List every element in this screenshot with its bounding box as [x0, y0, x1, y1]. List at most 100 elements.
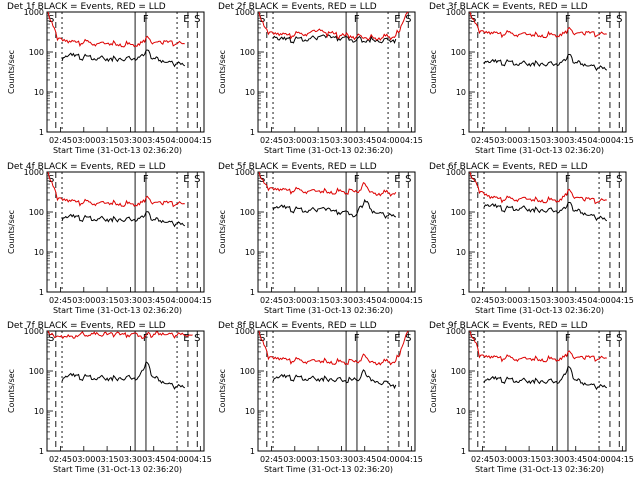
x-tick-label: 03:45: [353, 296, 376, 305]
x-tick-label: 04:00: [377, 455, 400, 464]
x-tick-label: 04:00: [166, 455, 189, 464]
x-tick-label: 03:30: [541, 136, 564, 145]
plot-title: Det 1f BLACK = Events, RED = LLD: [7, 2, 166, 12]
y-tick-label: 1: [250, 447, 255, 456]
event-marker-label: E: [605, 14, 611, 25]
x-axis-label: Start Time (31-Oct-13 02:36:20): [264, 146, 393, 155]
x-axis-label: Start Time (31-Oct-13 02:36:20): [475, 146, 604, 155]
x-tick-label: 03:00: [72, 296, 95, 305]
x-tick-label: 04:15: [400, 455, 423, 464]
x-tick-label: 03:00: [494, 455, 517, 464]
event-marker-label: S: [470, 174, 476, 185]
x-tick-label: 03:15: [96, 455, 119, 464]
y-tick-label: 10: [34, 407, 44, 416]
plot-panel: Det 4f BLACK = Events, RED = LLD 1 10 100 10…: [7, 162, 212, 315]
x-tick-label: 03:45: [353, 136, 376, 145]
x-tick-label: 02:45: [260, 455, 283, 464]
event-marker-label: E: [394, 14, 400, 25]
y-tick-label: 10: [245, 407, 255, 416]
y-tick-label: 1000: [446, 327, 466, 336]
series-line-events: [272, 369, 397, 390]
event-marker-label: S: [616, 174, 622, 185]
plot-title: Det 2f BLACK = Events, RED = LLD: [218, 2, 377, 12]
x-tick-label: 03:00: [283, 296, 306, 305]
event-marker-label: F: [565, 333, 571, 344]
x-tick-label: 03:30: [330, 455, 353, 464]
series-line-lld: [258, 330, 409, 366]
x-tick-label: 03:15: [518, 136, 541, 145]
event-marker-label: F: [143, 14, 149, 25]
plot-title: Det 4f BLACK = Events, RED = LLD: [7, 162, 166, 172]
plot-panel: Det 2f BLACK = Events, RED = LLD 1 10 100 10…: [218, 2, 423, 155]
x-tick-label: 03:15: [518, 296, 541, 305]
x-axis-label: Start Time (31-Oct-13 02:36:20): [264, 465, 393, 474]
x-tick-label: 04:00: [588, 455, 611, 464]
plot-title: Det 3f BLACK = Events, RED = LLD: [429, 2, 588, 12]
event-marker-label: F: [565, 174, 571, 185]
x-tick-label: 04:15: [611, 296, 634, 305]
plot-panel: Det 5f BLACK = Events, RED = LLD 1 10 100 10…: [218, 162, 423, 315]
y-tick-label: 1: [250, 128, 255, 137]
plot-frame: [257, 330, 416, 452]
y-tick-label: 10: [245, 88, 255, 97]
series-line-events: [272, 198, 397, 219]
x-tick-label: 03:30: [330, 136, 353, 145]
event-marker-label: S: [259, 14, 265, 25]
x-tick-label: 02:45: [471, 296, 494, 305]
y-axis-label: Counts/sec: [7, 210, 16, 254]
y-tick-label: 10: [34, 88, 44, 97]
plot-title: Det 6f BLACK = Events, RED = LLD: [429, 162, 588, 172]
x-tick-label: 02:45: [49, 136, 72, 145]
event-marker-label: S: [194, 174, 200, 185]
y-tick-label: 1: [461, 447, 466, 456]
plot-frame: [257, 11, 416, 133]
plot-panel: Det 3f BLACK = Events, RED = LLD 1 10 100 10…: [429, 2, 634, 155]
y-tick-label: 1000: [24, 168, 44, 177]
x-tick-label: 03:30: [119, 136, 142, 145]
y-axis-label: Counts/sec: [218, 50, 227, 94]
event-marker-label: E: [394, 174, 400, 185]
event-marker-label: S: [259, 333, 265, 344]
x-tick-label: 02:45: [260, 136, 283, 145]
x-tick-label: 03:45: [564, 455, 587, 464]
y-tick-label: 100: [29, 367, 44, 376]
event-marker-label: E: [183, 174, 189, 185]
plot-title: Det 5f BLACK = Events, RED = LLD: [218, 162, 377, 172]
series-line-lld: [47, 330, 193, 340]
x-tick-label: 04:00: [166, 296, 189, 305]
series-line-events: [61, 211, 186, 228]
series-line-lld: [469, 171, 607, 205]
x-tick-label: 03:30: [119, 455, 142, 464]
y-tick-label: 1: [461, 128, 466, 137]
series-line-events: [483, 201, 608, 222]
y-tick-label: 10: [456, 407, 466, 416]
event-marker-label: E: [394, 333, 400, 344]
event-marker-label: F: [354, 14, 360, 25]
y-tick-label: 10: [456, 88, 466, 97]
series-line-lld: [469, 330, 607, 363]
x-axis-label: Start Time (31-Oct-13 02:36:20): [475, 306, 604, 315]
event-marker-label: E: [605, 174, 611, 185]
plot-frame: [468, 171, 627, 293]
event-marker-label: S: [48, 333, 54, 344]
series-line-lld: [258, 171, 397, 197]
y-axis-label: Counts/sec: [429, 50, 438, 94]
x-tick-label: 03:15: [96, 296, 119, 305]
plot-panel: Det 1f BLACK = Events, RED = LLD 1 10 100 10…: [7, 2, 212, 155]
x-tick-label: 03:15: [307, 296, 330, 305]
y-tick-label: 1: [250, 288, 255, 297]
plot-frame: [257, 171, 416, 293]
y-tick-label: 1000: [235, 327, 255, 336]
x-tick-label: 04:15: [189, 455, 212, 464]
event-marker-label: S: [405, 14, 411, 25]
x-tick-label: 03:15: [96, 136, 119, 145]
y-tick-label: 100: [29, 208, 44, 217]
series-line-events: [61, 360, 186, 390]
series-line-events: [483, 53, 608, 72]
plot-frame: [46, 330, 205, 452]
x-tick-label: 04:15: [400, 136, 423, 145]
y-tick-label: 100: [240, 48, 255, 57]
x-tick-label: 03:45: [142, 136, 165, 145]
y-tick-label: 1: [39, 447, 44, 456]
